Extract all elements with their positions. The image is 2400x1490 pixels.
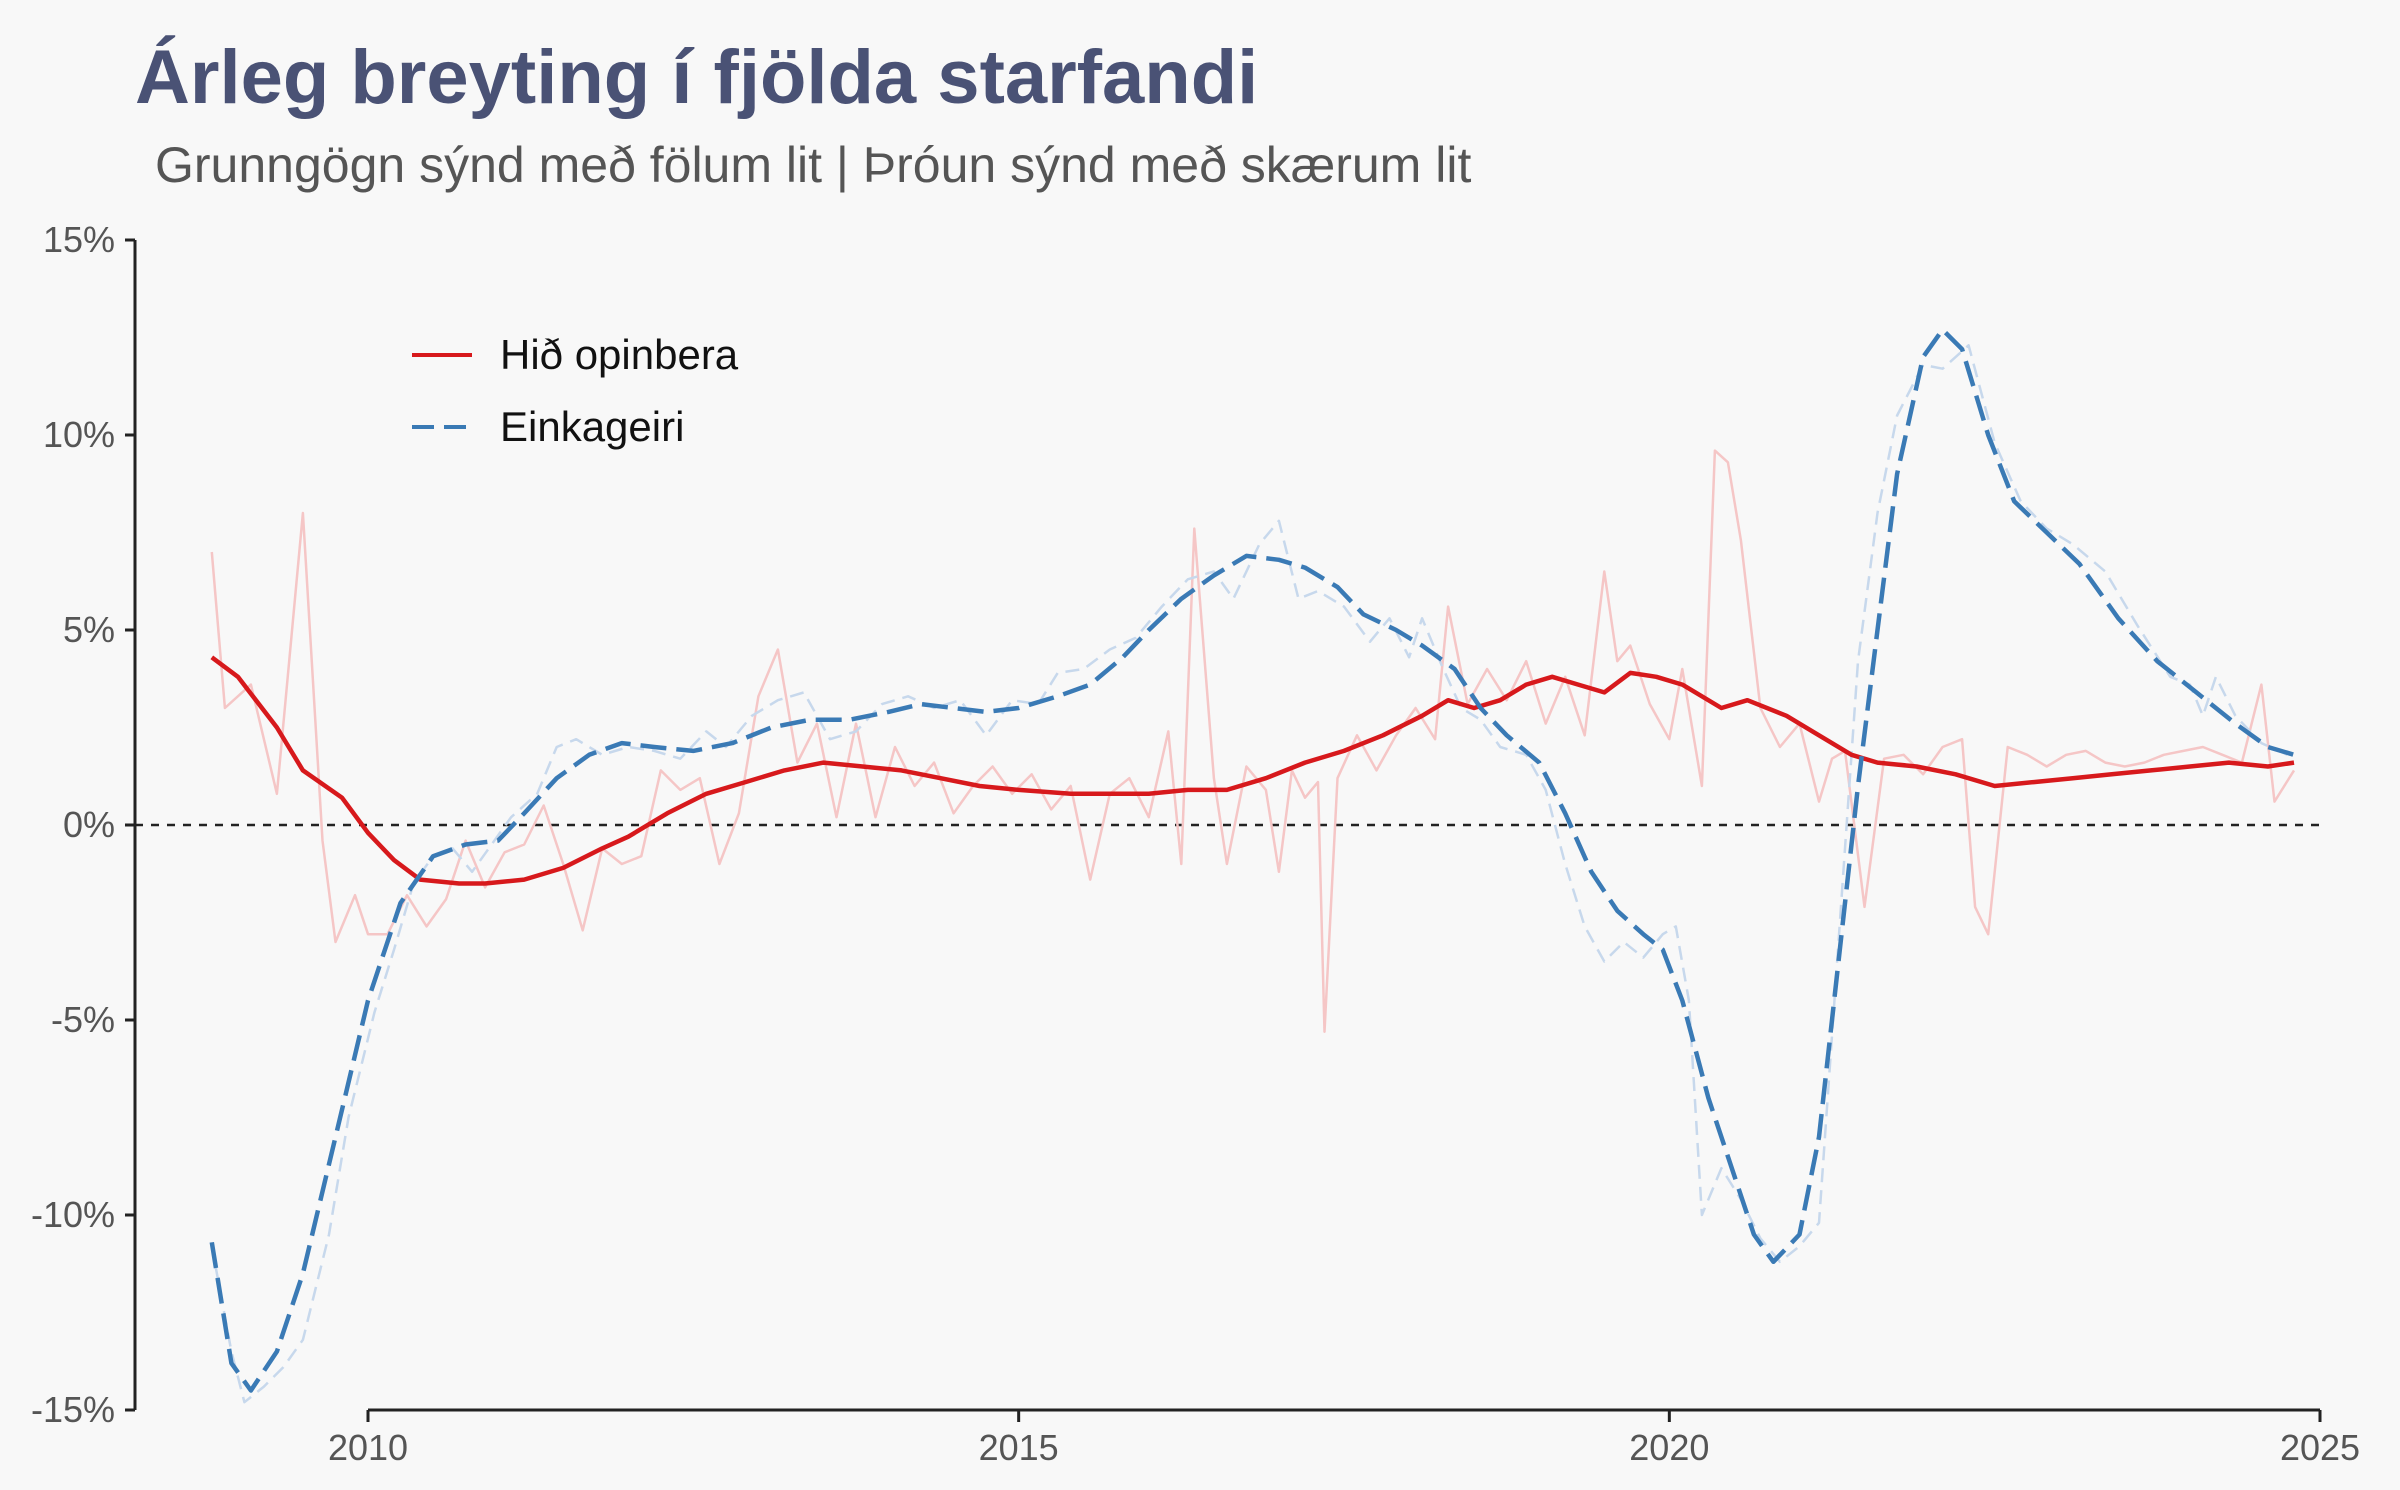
y-tick-label: -5% (51, 999, 115, 1040)
legend-label-einkageiri: Einkageiri (500, 403, 684, 450)
y-tick-label: -10% (31, 1194, 115, 1235)
trend-line-hid-opinbera (210, 655, 2295, 886)
x-tick-label: 2020 (1629, 1427, 1709, 1468)
raw-line-hid-opinbera (210, 449, 2296, 1033)
chart-subtitle: Grunngögn sýnd með fölum lit | Þróun sýn… (155, 137, 1471, 193)
x-tick-label: 2010 (328, 1427, 408, 1468)
raw-line-einkageiri (210, 344, 2289, 1404)
raw-data-lines (210, 344, 2296, 1404)
legend: Hið opinbera Einkageiri (412, 331, 739, 450)
y-tick-label: -15% (31, 1389, 115, 1430)
y-tick-label: 15% (43, 219, 115, 260)
trend-lines (209, 327, 2295, 1393)
legend-label-hid-opinbera: Hið opinbera (500, 331, 739, 378)
y-tick-label: 0% (63, 804, 115, 845)
x-tick-label: 2025 (2280, 1427, 2360, 1468)
y-tick-label: 5% (63, 609, 115, 650)
axes: -15% -10% -5% 0% 5% 10% 15% 2010 2015 2020 2025 (31, 219, 2360, 1468)
trend-line-einkageiri (209, 327, 2295, 1393)
chart-title: Árleg breyting í fjölda starfandi (135, 35, 1258, 120)
y-tick-label: 10% (43, 414, 115, 455)
x-tick-label: 2015 (979, 1427, 1059, 1468)
